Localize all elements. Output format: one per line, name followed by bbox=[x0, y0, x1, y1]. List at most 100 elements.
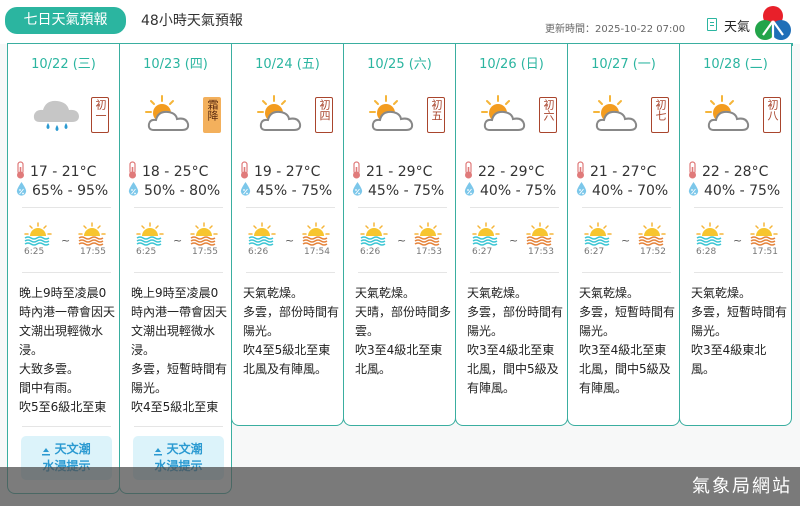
humidity-range: 40% - 70% bbox=[592, 183, 669, 199]
sunrise-time: 6:28 bbox=[696, 247, 717, 257]
day-date: 10/22 (三) bbox=[31, 57, 96, 72]
day-date: 10/26 (日) bbox=[479, 57, 544, 72]
thermometer-icon bbox=[464, 161, 473, 183]
humidity-range: 65% - 95% bbox=[32, 183, 109, 199]
day-date: 10/23 (四) bbox=[143, 57, 208, 72]
tilde: ~ bbox=[621, 234, 631, 247]
divider bbox=[582, 272, 671, 273]
divider bbox=[22, 272, 111, 273]
thermometer-icon bbox=[128, 161, 137, 183]
lunar-date: 初一 bbox=[94, 99, 107, 121]
sunrise-time: 6:26 bbox=[248, 247, 269, 257]
tilde: ~ bbox=[733, 234, 743, 247]
divider bbox=[470, 207, 559, 208]
sunrise-time: 6:27 bbox=[472, 247, 493, 257]
forecast-description: 晚上9時至凌晨0時內港一帶會因天文潮出現輕微水浸。 大致多雲。 間中有雨。 吹5… bbox=[19, 286, 115, 414]
day-date: 10/28 (二) bbox=[703, 57, 768, 72]
sunset-icon bbox=[190, 222, 218, 246]
sun-cloud-icon bbox=[368, 92, 418, 136]
sunset-time: 17:55 bbox=[192, 247, 218, 257]
tilde: ~ bbox=[397, 234, 407, 247]
divider bbox=[582, 207, 671, 208]
humidity-icon bbox=[688, 181, 699, 201]
forecast-description: 天氣乾燥。 多雲，部份時間有陽光。 吹4至5級北至東北風及有陣風。 bbox=[243, 286, 340, 376]
forecast-description: 天氣乾燥。 多雲，短暫時間有陽光。 吹3至4級北至東北風，間中5級及有陣風。 bbox=[579, 286, 676, 395]
lunar-date-badge: 初七 bbox=[651, 97, 669, 133]
sunset-icon bbox=[302, 222, 330, 246]
humidity-range: 45% - 75% bbox=[368, 183, 445, 199]
day-card: 10/23 (四) 霜降 18 - 25°C 50% - 80% ~ 6:25 … bbox=[119, 44, 232, 494]
sunset-time: 17:53 bbox=[416, 247, 442, 257]
sunset-icon bbox=[750, 222, 778, 246]
temperature-range: 22 - 29°C bbox=[478, 164, 545, 180]
sunset-icon bbox=[638, 222, 666, 246]
tab-seven-day[interactable]: 七日天氣預報 bbox=[5, 7, 126, 34]
humidity-icon bbox=[128, 181, 139, 201]
tide-label-1: 天文潮 bbox=[54, 442, 91, 456]
divider bbox=[358, 207, 447, 208]
sun-cloud-icon bbox=[704, 92, 754, 136]
sunrise-time: 6:27 bbox=[584, 247, 605, 257]
sunset-time: 17:52 bbox=[640, 247, 666, 257]
tab-48-hour[interactable]: 48小時天氣預報 bbox=[141, 13, 243, 29]
forecast-description: 晚上9時至凌晨0時內港一帶會因天文潮出現輕微水浸。 多雲，短暫時間有陽光。 吹4… bbox=[131, 286, 227, 414]
document-icon[interactable] bbox=[707, 18, 717, 31]
forecast-description: 天氣乾燥。 天晴，部份時間多雲。 吹3至4級北至東北風。 bbox=[355, 286, 452, 376]
day-date: 10/25 (六) bbox=[367, 57, 432, 72]
footer-caption: 氣象局網站 bbox=[0, 467, 800, 506]
divider bbox=[246, 272, 335, 273]
tilde: ~ bbox=[285, 234, 295, 247]
tide-icon bbox=[154, 445, 163, 456]
forecast-description: 天氣乾燥。 多雲，部份時間有陽光。 吹3至4級北至東北風，間中5級及有陣風。 bbox=[467, 286, 564, 395]
temperature-range: 19 - 27°C bbox=[254, 164, 321, 180]
thermometer-icon bbox=[240, 161, 249, 183]
tilde: ~ bbox=[173, 234, 183, 247]
thermometer-icon bbox=[352, 161, 361, 183]
lunar-date-badge: 初八 bbox=[763, 97, 781, 133]
humidity-icon bbox=[352, 181, 363, 201]
sunset-icon bbox=[414, 222, 442, 246]
tilde: ~ bbox=[509, 234, 519, 247]
thermometer-icon bbox=[688, 161, 697, 183]
sunset-time: 17:51 bbox=[752, 247, 778, 257]
forecast-description: 天氣乾燥。 多雲，短暫時間有陽光。 吹3至4級東北風。 bbox=[691, 286, 788, 376]
divider bbox=[22, 426, 111, 427]
header: 七日天氣預報 48小時天氣預報 更新時間：2025-10-22 07:00 天氣 bbox=[0, 0, 800, 44]
day-date: 10/27 (一) bbox=[591, 57, 656, 72]
divider bbox=[470, 272, 559, 273]
day-card: 10/26 (日) 初六 22 - 29°C 40% - 75% ~ 6:27 … bbox=[455, 44, 568, 426]
day-card: 10/24 (五) 初四 19 - 27°C 45% - 75% ~ 6:26 … bbox=[231, 44, 344, 426]
humidity-range: 45% - 75% bbox=[256, 183, 333, 199]
lunar-date-badge: 初四 bbox=[315, 97, 333, 133]
lunar-date: 初五 bbox=[430, 99, 443, 121]
divider bbox=[358, 272, 447, 273]
divider bbox=[134, 207, 223, 208]
sun-cloud-icon bbox=[144, 92, 194, 136]
sunset-time: 17:54 bbox=[304, 247, 330, 257]
lunar-date-badge: 初六 bbox=[539, 97, 557, 133]
sunrise-icon bbox=[584, 222, 612, 246]
temperature-range: 17 - 21°C bbox=[30, 164, 97, 180]
cloud-rain-icon bbox=[32, 92, 82, 136]
sunset-time: 17:55 bbox=[80, 247, 106, 257]
day-card: 10/25 (六) 初五 21 - 29°C 45% - 75% ~ 6:26 … bbox=[343, 44, 456, 426]
lunar-date-badge: 初一 bbox=[91, 97, 109, 133]
temperature-range: 22 - 28°C bbox=[702, 164, 769, 180]
lunar-date: 初七 bbox=[654, 99, 667, 121]
divider bbox=[246, 207, 335, 208]
sun-cloud-icon bbox=[592, 92, 642, 136]
lunar-date-badge: 霜降 bbox=[203, 97, 221, 133]
lunar-date: 初六 bbox=[542, 99, 555, 121]
doc-link[interactable]: 天氣 bbox=[724, 20, 751, 35]
temperature-range: 18 - 25°C bbox=[142, 164, 209, 180]
sun-cloud-icon bbox=[480, 92, 530, 136]
sunset-time: 17:53 bbox=[528, 247, 554, 257]
sunrise-icon bbox=[360, 222, 388, 246]
humidity-range: 40% - 75% bbox=[480, 183, 557, 199]
divider bbox=[22, 207, 111, 208]
sunrise-icon bbox=[696, 222, 724, 246]
divider bbox=[694, 272, 783, 273]
lunar-date: 霜降 bbox=[206, 99, 219, 121]
thermometer-icon bbox=[16, 161, 25, 183]
humidity-icon bbox=[240, 181, 251, 201]
